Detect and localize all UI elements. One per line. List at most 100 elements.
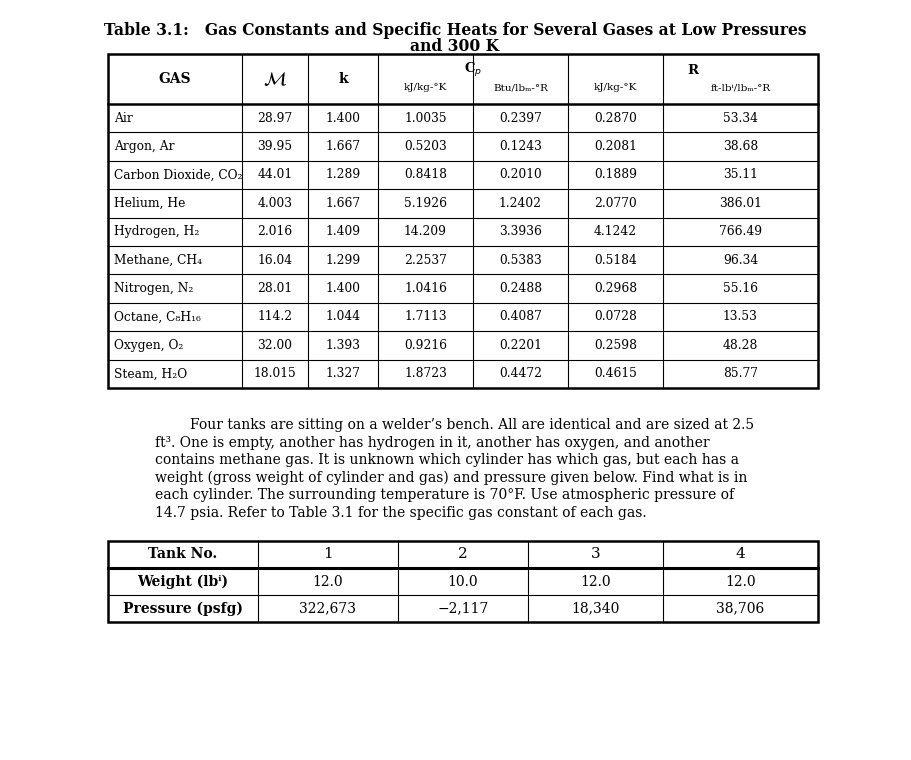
Text: 322,673: 322,673 bbox=[300, 601, 356, 616]
Text: Air: Air bbox=[114, 112, 133, 125]
Text: 0.2010: 0.2010 bbox=[499, 169, 542, 182]
Text: 1.0035: 1.0035 bbox=[404, 112, 446, 125]
Text: 1.7113: 1.7113 bbox=[404, 311, 446, 324]
Text: 0.0728: 0.0728 bbox=[594, 311, 637, 324]
Text: −2,117: −2,117 bbox=[437, 601, 488, 616]
Text: 13.53: 13.53 bbox=[723, 311, 758, 324]
Text: 0.9216: 0.9216 bbox=[404, 339, 447, 352]
Text: 10.0: 10.0 bbox=[447, 575, 478, 588]
Text: 28.01: 28.01 bbox=[258, 282, 292, 295]
Text: 114.2: 114.2 bbox=[258, 311, 292, 324]
Text: GAS: GAS bbox=[159, 72, 191, 86]
Text: kJ/kg-°K: kJ/kg-°K bbox=[594, 84, 637, 93]
Text: 0.2598: 0.2598 bbox=[594, 339, 637, 352]
Text: 386.01: 386.01 bbox=[719, 197, 762, 210]
Text: 2.0770: 2.0770 bbox=[594, 197, 637, 210]
Text: 5.1926: 5.1926 bbox=[404, 197, 447, 210]
Text: 2.016: 2.016 bbox=[258, 225, 292, 239]
Text: ft³. One is empty, another has hydrogen in it, another has oxygen, and another: ft³. One is empty, another has hydrogen … bbox=[155, 435, 710, 449]
Text: 55.16: 55.16 bbox=[723, 282, 758, 295]
Text: each cylinder. The surrounding temperature is 70°F. Use atmospheric pressure of: each cylinder. The surrounding temperatu… bbox=[155, 488, 734, 502]
Text: 0.2968: 0.2968 bbox=[594, 282, 637, 295]
Text: 0.4615: 0.4615 bbox=[594, 367, 637, 380]
Text: 3.3936: 3.3936 bbox=[499, 225, 542, 239]
Text: 32.00: 32.00 bbox=[258, 339, 292, 352]
Text: Pressure (psfg): Pressure (psfg) bbox=[123, 601, 243, 616]
Text: ft-lbⁱ/lbₘ-°R: ft-lbⁱ/lbₘ-°R bbox=[711, 84, 771, 93]
Text: 1.667: 1.667 bbox=[325, 140, 361, 153]
Text: 1.400: 1.400 bbox=[325, 112, 361, 125]
Bar bbox=[108, 54, 818, 388]
Text: C$_p$: C$_p$ bbox=[464, 61, 482, 79]
Text: 53.34: 53.34 bbox=[723, 112, 758, 125]
Text: Octane, C₈H₁₆: Octane, C₈H₁₆ bbox=[114, 311, 200, 324]
Text: Steam, H₂O: Steam, H₂O bbox=[114, 367, 187, 380]
Text: 4.003: 4.003 bbox=[258, 197, 292, 210]
Text: 3: 3 bbox=[590, 547, 600, 562]
Text: 12.0: 12.0 bbox=[580, 575, 610, 588]
Text: 2: 2 bbox=[458, 547, 468, 562]
Text: Nitrogen, N₂: Nitrogen, N₂ bbox=[114, 282, 193, 295]
Text: Four tanks are sitting on a welder’s bench. All are identical and are sized at 2: Four tanks are sitting on a welder’s ben… bbox=[155, 418, 754, 432]
Text: k: k bbox=[338, 72, 348, 86]
Text: Argon, Ar: Argon, Ar bbox=[114, 140, 175, 153]
Text: 0.2488: 0.2488 bbox=[499, 282, 542, 295]
Text: Weight (lbⁱ): Weight (lbⁱ) bbox=[138, 575, 229, 589]
Text: 96.34: 96.34 bbox=[722, 254, 758, 267]
Text: Oxygen, O₂: Oxygen, O₂ bbox=[114, 339, 183, 352]
Text: 48.28: 48.28 bbox=[722, 339, 758, 352]
Text: 35.11: 35.11 bbox=[723, 169, 758, 182]
Text: 4: 4 bbox=[735, 547, 745, 562]
Text: 1.2402: 1.2402 bbox=[499, 197, 542, 210]
Text: 38,706: 38,706 bbox=[716, 601, 764, 616]
Text: 12.0: 12.0 bbox=[725, 575, 756, 588]
Text: Methane, CH₄: Methane, CH₄ bbox=[114, 254, 202, 267]
Text: 1.667: 1.667 bbox=[325, 197, 361, 210]
Text: 0.2201: 0.2201 bbox=[499, 339, 542, 352]
Text: Tank No.: Tank No. bbox=[148, 547, 218, 562]
Text: 0.1889: 0.1889 bbox=[594, 169, 637, 182]
Text: 44.01: 44.01 bbox=[258, 169, 292, 182]
Text: 0.1243: 0.1243 bbox=[499, 140, 542, 153]
Text: Hydrogen, H₂: Hydrogen, H₂ bbox=[114, 225, 200, 239]
Text: 0.4472: 0.4472 bbox=[499, 367, 542, 380]
Text: 0.5203: 0.5203 bbox=[404, 140, 447, 153]
Text: 1.299: 1.299 bbox=[325, 254, 361, 267]
Text: 85.77: 85.77 bbox=[723, 367, 758, 380]
Text: 0.2081: 0.2081 bbox=[594, 140, 637, 153]
Text: 14.7 psia. Refer to Table 3.1 for the specific gas constant of each gas.: 14.7 psia. Refer to Table 3.1 for the sp… bbox=[155, 505, 647, 520]
Text: 28.97: 28.97 bbox=[258, 112, 292, 125]
Text: 18,340: 18,340 bbox=[571, 601, 619, 616]
Text: 1.0416: 1.0416 bbox=[404, 282, 447, 295]
Text: 0.5184: 0.5184 bbox=[594, 254, 637, 267]
Text: Table 3.1:   Gas Constants and Specific Heats for Several Gases at Low Pressures: Table 3.1: Gas Constants and Specific He… bbox=[104, 22, 806, 39]
Text: Helium, He: Helium, He bbox=[114, 197, 185, 210]
Text: 39.95: 39.95 bbox=[258, 140, 292, 153]
Text: 14.209: 14.209 bbox=[404, 225, 447, 239]
Text: 1.8723: 1.8723 bbox=[404, 367, 447, 380]
Text: 1.327: 1.327 bbox=[325, 367, 361, 380]
Text: 1.044: 1.044 bbox=[325, 311, 361, 324]
Text: 0.2397: 0.2397 bbox=[499, 112, 542, 125]
Text: 16.04: 16.04 bbox=[258, 254, 292, 267]
Text: 12.0: 12.0 bbox=[312, 575, 343, 588]
Text: 0.8418: 0.8418 bbox=[404, 169, 447, 182]
Text: weight (gross weight of cylinder and gas) and pressure given below. Find what is: weight (gross weight of cylinder and gas… bbox=[155, 470, 747, 485]
Text: R: R bbox=[688, 64, 699, 77]
Text: 766.49: 766.49 bbox=[719, 225, 763, 239]
Text: 1.409: 1.409 bbox=[325, 225, 361, 239]
Text: kJ/kg-°K: kJ/kg-°K bbox=[404, 84, 447, 93]
Text: contains methane gas. It is unknown which cylinder has which gas, but each has a: contains methane gas. It is unknown whic… bbox=[155, 453, 739, 467]
Text: 1: 1 bbox=[323, 547, 333, 562]
Text: 0.4087: 0.4087 bbox=[499, 311, 542, 324]
Text: 0.5383: 0.5383 bbox=[499, 254, 542, 267]
Text: and 300 K: and 300 K bbox=[411, 38, 499, 55]
Text: 1.393: 1.393 bbox=[325, 339, 361, 352]
Text: 1.400: 1.400 bbox=[325, 282, 361, 295]
Text: Carbon Dioxide, CO₂: Carbon Dioxide, CO₂ bbox=[114, 169, 242, 182]
Text: 1.289: 1.289 bbox=[325, 169, 361, 182]
Text: $\mathcal{M}$: $\mathcal{M}$ bbox=[263, 69, 287, 88]
Text: 0.2870: 0.2870 bbox=[594, 112, 637, 125]
Bar bbox=[108, 541, 818, 622]
Text: 2.2537: 2.2537 bbox=[404, 254, 447, 267]
